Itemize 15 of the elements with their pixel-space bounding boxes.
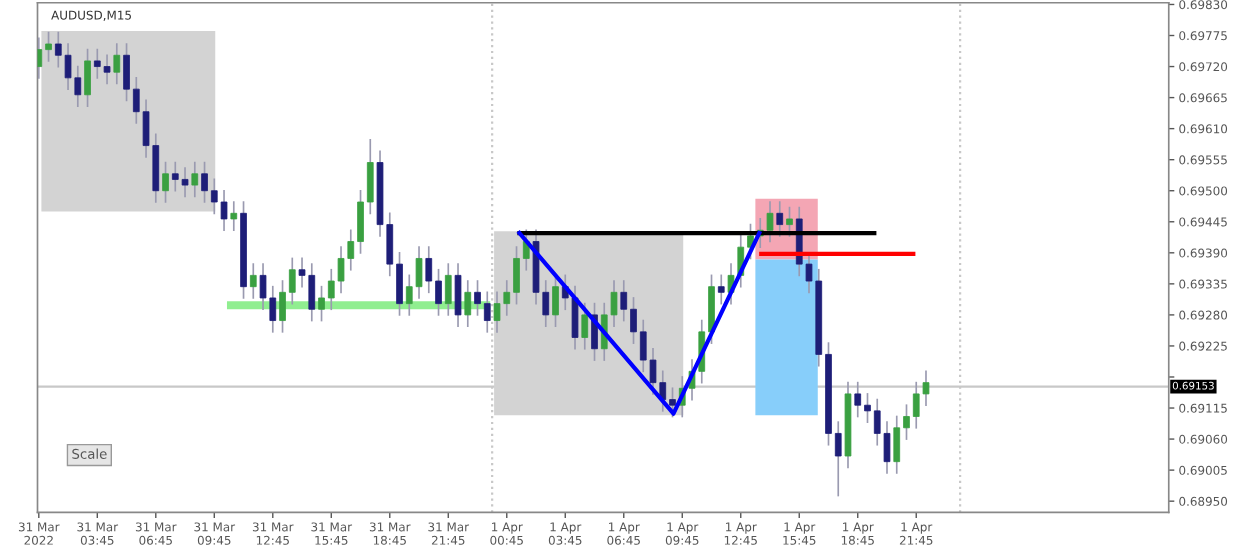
- candlestick: [45, 31, 52, 62]
- candlestick: [444, 263, 452, 316]
- candlestick: [581, 302, 589, 350]
- candlestick: [454, 263, 462, 328]
- candlestick: [776, 201, 784, 237]
- candlestick: [113, 43, 121, 85]
- candlestick: [464, 280, 472, 328]
- candlestick: [162, 161, 169, 203]
- candlestick: [249, 263, 257, 299]
- candlestick: [552, 274, 559, 328]
- candlestick: [230, 201, 238, 232]
- candlestick: [191, 161, 199, 198]
- candlestick: [786, 206, 793, 237]
- candlestick: [717, 274, 725, 305]
- candlestick: [84, 48, 91, 107]
